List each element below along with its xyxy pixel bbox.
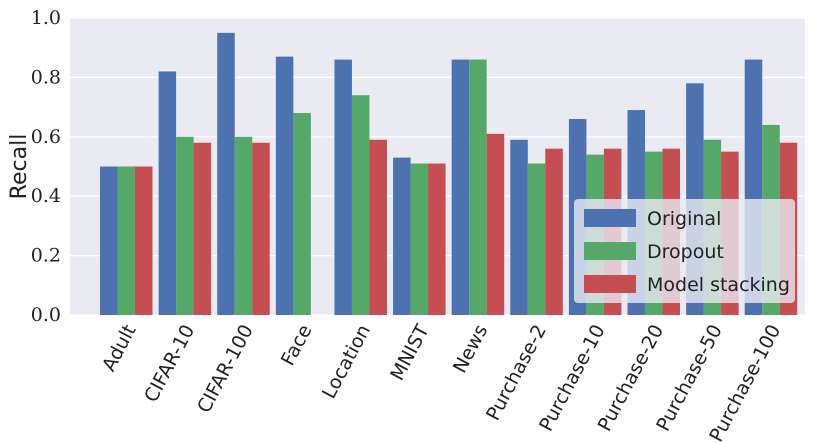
legend-label: Original bbox=[647, 208, 721, 230]
legend-label: Model stacking bbox=[647, 274, 790, 296]
bar-original-location bbox=[334, 59, 352, 315]
x-tick-label: News bbox=[449, 321, 493, 377]
bar-model-stacking-cifar-100 bbox=[252, 142, 270, 315]
bar-dropout-cifar-100 bbox=[234, 136, 253, 315]
bar-dropout-location bbox=[351, 95, 370, 315]
x-tick-label: CIFAR-100 bbox=[193, 321, 258, 417]
bar-model-stacking-cifar-10 bbox=[193, 142, 212, 315]
bar-original-mnist bbox=[393, 157, 411, 315]
y-tick-label: 0.4 bbox=[31, 185, 61, 207]
bar-dropout-mnist bbox=[410, 163, 429, 315]
legend-swatch bbox=[584, 275, 636, 293]
y-tick-label: 0.6 bbox=[31, 126, 61, 148]
bar-original-cifar-10 bbox=[158, 71, 177, 316]
bar-model-stacking-mnist bbox=[428, 163, 446, 315]
legend-swatch bbox=[584, 209, 636, 227]
bar-original-purchase-2 bbox=[510, 139, 528, 315]
y-tick-label: 0.2 bbox=[31, 245, 61, 267]
bar-dropout-purchase-2 bbox=[527, 163, 546, 315]
y-tick-label: 0.0 bbox=[31, 304, 61, 326]
bar-model-stacking-news bbox=[486, 133, 505, 315]
x-tick-label: Face bbox=[277, 321, 317, 369]
bar-original-news bbox=[451, 59, 470, 315]
y-tick-label: 0.8 bbox=[31, 66, 61, 88]
y-axis-label: Recall bbox=[7, 134, 32, 200]
bar-model-stacking-adult bbox=[135, 166, 153, 315]
bar-original-face bbox=[275, 56, 294, 316]
bar-model-stacking-purchase-2 bbox=[545, 148, 563, 315]
legend-swatch bbox=[584, 242, 636, 260]
bar-dropout-news bbox=[469, 59, 487, 315]
legend: Original Dropout Model stacking bbox=[574, 199, 795, 303]
x-tick-label: Adult bbox=[98, 321, 141, 375]
bar-model-stacking-location bbox=[369, 139, 387, 315]
x-tick-label: Purchase-2 bbox=[482, 321, 551, 424]
bar-dropout-face bbox=[293, 113, 311, 315]
y-tick-label: 1.0 bbox=[31, 7, 61, 29]
bar-dropout-cifar-10 bbox=[176, 136, 194, 315]
legend-label: Dropout bbox=[647, 241, 724, 263]
x-tick-label: CIFAR-10 bbox=[140, 321, 199, 406]
x-tick-label: MNIST bbox=[386, 321, 434, 385]
bar-original-adult bbox=[100, 166, 118, 315]
bar-original-cifar-100 bbox=[217, 32, 235, 315]
bar-dropout-adult bbox=[117, 166, 135, 315]
y-tick-labels: 0.0 0.2 0.4 0.6 0.8 1.0 bbox=[31, 7, 61, 326]
x-tick-label: Location bbox=[318, 321, 375, 402]
